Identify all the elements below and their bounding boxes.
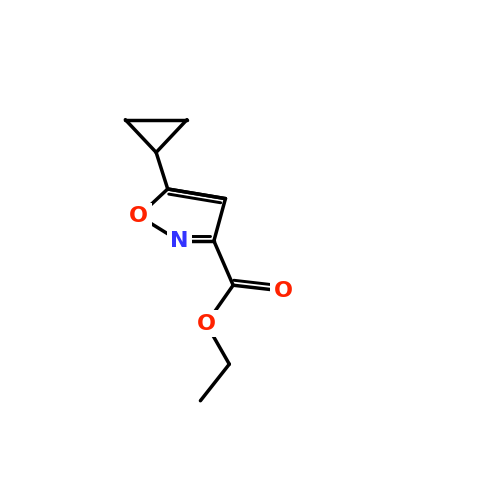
Text: O: O <box>274 281 292 301</box>
Text: N: N <box>170 231 188 251</box>
Text: O: O <box>130 206 148 226</box>
Text: O: O <box>196 314 216 334</box>
